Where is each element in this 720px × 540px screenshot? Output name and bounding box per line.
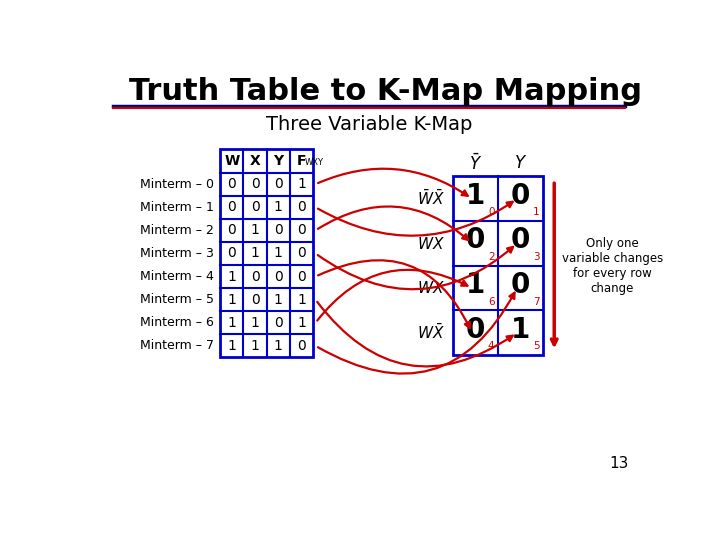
Text: 0: 0 [228,177,236,191]
Text: Y: Y [274,154,284,168]
Text: 0: 0 [274,177,283,191]
Text: 0: 0 [274,224,283,238]
Text: Minterm – 7: Minterm – 7 [140,339,214,353]
Text: $\bar{W}\bar{X}$: $\bar{W}\bar{X}$ [417,189,445,208]
Text: 5: 5 [533,341,539,351]
Text: Minterm – 6: Minterm – 6 [140,316,214,329]
Text: 1: 1 [274,293,283,307]
Text: 2: 2 [488,252,495,262]
Text: 3: 3 [533,252,539,262]
Text: 0: 0 [274,316,283,330]
Text: 0: 0 [228,200,236,214]
Bar [220,150,313,357]
Text: 1: 1 [251,339,259,353]
Text: 0: 0 [297,200,306,214]
Text: $Y$: $Y$ [513,154,527,172]
Text: 0: 0 [228,224,236,238]
Text: Three Variable K-Map: Three Variable K-Map [266,116,472,134]
Text: Truth Table to K-Map Mapping: Truth Table to K-Map Mapping [129,77,642,106]
Text: Minterm – 3: Minterm – 3 [140,247,214,260]
Text: Minterm – 5: Minterm – 5 [140,293,214,306]
Text: 4: 4 [488,341,495,351]
Text: 0: 0 [510,181,530,210]
Text: 1: 1 [297,316,306,330]
Text: 0: 0 [297,224,306,238]
Text: 1: 1 [228,316,236,330]
Text: Only one
variable changes
for every row
change: Only one variable changes for every row … [562,237,663,295]
Text: 0: 0 [251,177,259,191]
Text: 1: 1 [466,271,485,299]
Text: 1: 1 [228,293,236,307]
Text: 1: 1 [274,200,283,214]
Text: W: W [224,154,240,168]
Text: $\bar{Y}$: $\bar{Y}$ [469,153,482,173]
Text: 1: 1 [297,177,306,191]
Text: 1: 1 [510,316,530,343]
Text: 6: 6 [488,296,495,307]
Text: 0: 0 [251,200,259,214]
Text: $\bar{W}X$: $\bar{W}X$ [417,234,445,253]
Text: 0: 0 [251,293,259,307]
Text: 0: 0 [251,269,259,284]
Text: 0: 0 [297,339,306,353]
Text: $WX$: $WX$ [417,280,445,296]
Text: X: X [250,154,261,168]
Text: 0: 0 [297,269,306,284]
Text: 1: 1 [274,246,283,260]
Text: 1: 1 [533,207,539,217]
Text: 1: 1 [251,246,259,260]
Text: 1: 1 [228,339,236,353]
Text: $W\bar{X}$: $W\bar{X}$ [417,323,445,342]
Text: 1: 1 [274,339,283,353]
Text: WXY: WXY [305,158,324,167]
Text: 1: 1 [466,181,485,210]
Text: 1: 1 [251,224,259,238]
Text: 1: 1 [251,316,259,330]
Text: F: F [297,154,306,168]
Text: 7: 7 [533,296,539,307]
Text: 0: 0 [510,226,530,254]
Text: Minterm – 1: Minterm – 1 [140,201,214,214]
Text: 0: 0 [488,207,495,217]
Text: Minterm – 4: Minterm – 4 [140,270,214,283]
Text: 1: 1 [228,269,236,284]
Text: Minterm – 2: Minterm – 2 [140,224,214,237]
Text: 0: 0 [274,269,283,284]
Bar [453,177,543,355]
Text: 0: 0 [466,316,485,343]
Text: 0: 0 [466,226,485,254]
Text: 1: 1 [297,293,306,307]
Text: 13: 13 [609,456,629,471]
Text: 0: 0 [297,246,306,260]
Text: 0: 0 [510,271,530,299]
Text: Minterm – 0: Minterm – 0 [140,178,214,191]
Text: 0: 0 [228,246,236,260]
